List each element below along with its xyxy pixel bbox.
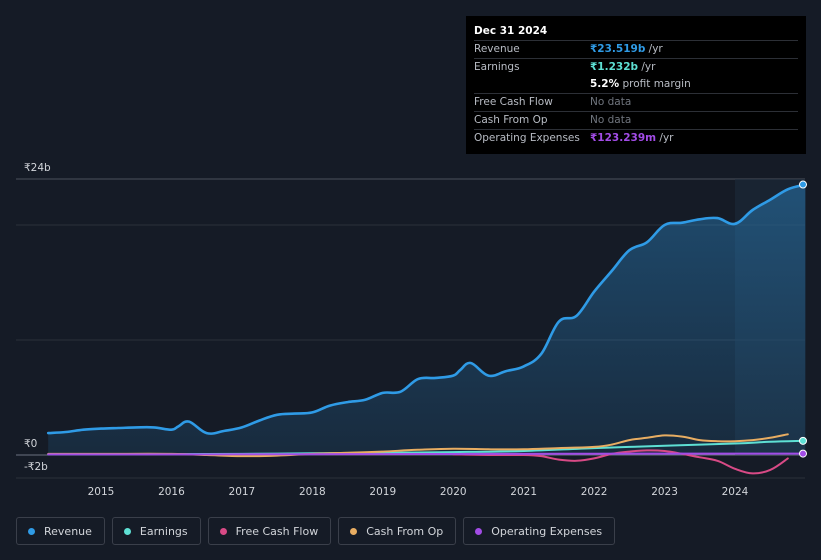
legend-item-free-cash-flow[interactable]: Free Cash Flow <box>207 517 332 545</box>
tooltip-row-value: ₹1.232b /yr <box>590 61 656 73</box>
legend-dot-icon <box>123 527 131 535</box>
legend-label: Free Cash Flow <box>235 524 319 538</box>
tooltip-row-value: No data <box>590 114 632 126</box>
operating-expenses-line <box>47 452 807 456</box>
legend-label: Earnings <box>139 524 188 538</box>
legend-label: Operating Expenses <box>491 524 603 538</box>
tooltip-row-label: Earnings <box>474 61 520 73</box>
x-tick-label: 2021 <box>510 486 537 498</box>
x-tick-label: 2022 <box>581 486 608 498</box>
cash-from-op-line <box>47 433 789 458</box>
tooltip-row-value: ₹123.239m /yr <box>590 132 674 144</box>
axis-labels: ₹24b ₹0 -₹2b 2015 2016 2017 2018 2019 2020 2021 20… <box>24 162 749 498</box>
x-tick-label: 2020 <box>440 486 467 498</box>
tooltip-row: Earnings ₹1.232b /yr <box>474 58 798 76</box>
legend-label: Cash From Op <box>366 524 444 538</box>
tooltip-rows: Revenue ₹23.519b /yr Earnings ₹1.232b /yr 5.… <box>474 40 798 147</box>
x-tick-label: 2015 <box>88 486 115 498</box>
x-tick-label: 2023 <box>651 486 678 498</box>
revenue-end-marker <box>799 180 807 189</box>
tooltip-row: Free Cash Flow No data <box>474 93 798 111</box>
legend-item-operating-expenses[interactable]: Operating Expenses <box>463 517 616 545</box>
tooltip-row-label: Operating Expenses <box>474 132 580 144</box>
legend: Revenue Earnings Free Cash Flow Cash From O… <box>16 517 622 545</box>
y-tick-label: ₹0 <box>24 438 37 450</box>
tooltip-row-value: No data <box>590 96 632 108</box>
legend-dot-icon <box>28 527 35 535</box>
x-tick-label: 2024 <box>722 486 749 498</box>
tooltip-row-label: Free Cash Flow <box>474 96 553 108</box>
data-tooltip: Dec 31 2024 Revenue ₹23.519b /yr Earnings ₹… <box>466 16 806 154</box>
series-layer <box>46 180 807 475</box>
x-tick-label: 2016 <box>158 486 185 498</box>
tooltip-row: Cash From Op No data <box>474 111 798 129</box>
legend-item-cash-from-op[interactable]: Cash From Op <box>338 517 457 545</box>
tooltip-row: Revenue ₹23.519b /yr <box>474 40 798 58</box>
x-tick-label: 2019 <box>369 486 396 498</box>
free-cash-flow-line <box>452 449 789 475</box>
legend-item-revenue[interactable]: Revenue <box>16 517 105 545</box>
y-tick-label: -₹2b <box>24 461 48 473</box>
legend-item-earnings[interactable]: Earnings <box>111 517 201 545</box>
tooltip-row: 5.2% profit margin <box>474 76 798 93</box>
x-tick-label: 2018 <box>299 486 326 498</box>
revenue-line <box>46 183 807 435</box>
tooltip-row: Operating Expenses ₹123.239m /yr <box>474 129 798 147</box>
tooltip-row-label: Cash From Op <box>474 114 548 126</box>
tooltip-row-label <box>474 76 590 93</box>
revenue-area <box>48 184 806 455</box>
x-tick-label: 2017 <box>229 486 256 498</box>
legend-dot-icon <box>219 527 227 535</box>
legend-dot-icon <box>350 527 358 535</box>
earnings-end-marker <box>799 436 807 445</box>
tooltip-row-value: 5.2% profit margin <box>590 78 691 90</box>
operating-expenses-end-marker <box>799 449 807 458</box>
legend-dot-icon <box>475 527 483 535</box>
legend-label: Revenue <box>44 524 92 538</box>
tooltip-row-value: ₹23.519b /yr <box>590 43 663 55</box>
tooltip-row-label: Revenue <box>474 43 520 55</box>
y-tick-label: ₹24b <box>24 162 51 174</box>
tooltip-date: Dec 31 2024 <box>474 25 548 37</box>
